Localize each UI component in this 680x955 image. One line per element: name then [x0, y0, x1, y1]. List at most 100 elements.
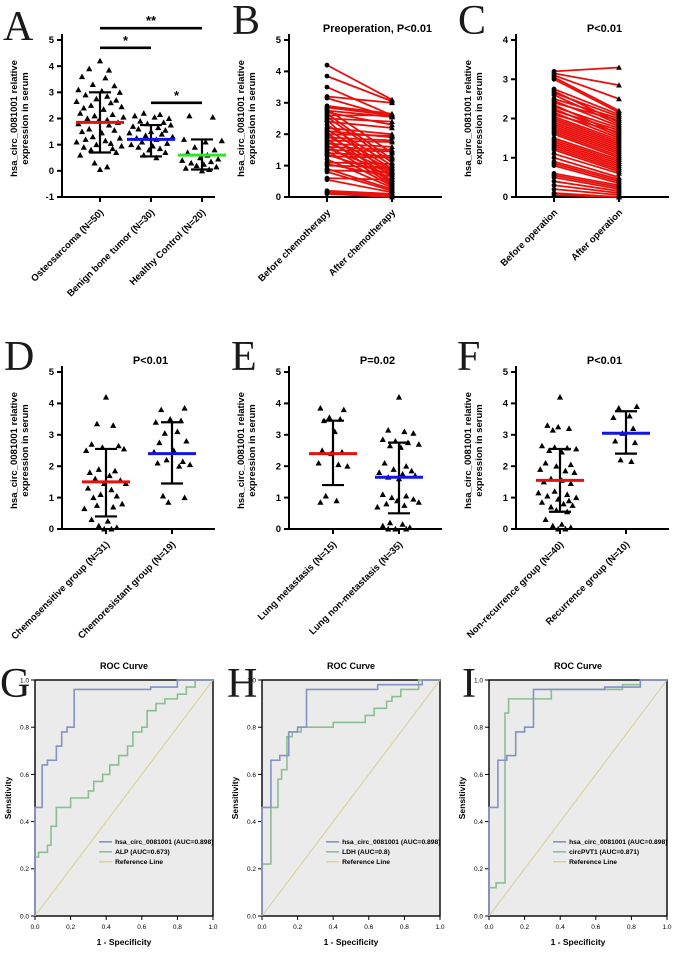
svg-text:0.8: 0.8 — [173, 924, 182, 931]
svg-text:Before chemotherapy: Before chemotherapy — [256, 207, 333, 284]
svg-text:circPVT1 (AUC=0.871): circPVT1 (AUC=0.871) — [569, 849, 639, 856]
svg-text:0.4: 0.4 — [556, 924, 565, 931]
svg-text:2: 2 — [49, 114, 54, 125]
svg-text:4: 4 — [49, 399, 55, 410]
svg-text:0.4: 0.4 — [20, 819, 29, 826]
svg-text:Before operation: Before operation — [499, 207, 561, 269]
svg-text:Reference Line: Reference Line — [342, 859, 390, 866]
panel-E: E 0 1 2 3 4 5 hsa_circ_0081001 relativeexpress… — [227, 332, 453, 655]
svg-text:1.0: 1.0 — [435, 924, 444, 931]
svg-text:0.2: 0.2 — [293, 924, 302, 931]
svg-text:hsa_circ_0081001 relativeexpre: hsa_circ_0081001 relativeexpression in s… — [236, 60, 258, 177]
svg-text:ROC Curve: ROC Curve — [554, 661, 602, 671]
svg-text:0: 0 — [49, 524, 54, 535]
svg-text:0.8: 0.8 — [20, 725, 29, 732]
svg-text:Sensitivity: Sensitivity — [457, 776, 467, 819]
panel-D-chart: 0 1 2 3 4 5 hsa_circ_0081001 relativeexpressio… — [9, 355, 215, 642]
panel-letter-I: I — [462, 661, 476, 707]
svg-text:0: 0 — [503, 192, 508, 203]
panel-A: A -1 0 1 2 3 4 5 hsa_circ_0081001 relativeexpre… — [0, 0, 226, 332]
svg-text:5: 5 — [276, 367, 282, 378]
svg-text:hsa_circ_0081001 (AUC=0.898): hsa_circ_0081001 (AUC=0.898) — [569, 839, 667, 846]
panel-letter-G: G — [0, 661, 31, 707]
svg-text:hsa_circ_0081001 relativeexpre: hsa_circ_0081001 relativeexpression in s… — [463, 60, 485, 177]
svg-text:Reference Line: Reference Line — [115, 859, 163, 866]
svg-text:**: ** — [146, 13, 157, 28]
svg-text:LDH (AUC=0.8): LDH (AUC=0.8) — [342, 849, 390, 856]
svg-text:1.0: 1.0 — [662, 924, 671, 931]
svg-text:Benign bone tumor (N=30): Benign bone tumor (N=30) — [65, 207, 157, 299]
svg-text:1 - Specificity: 1 - Specificity — [97, 937, 152, 947]
svg-text:P=0.02: P=0.02 — [360, 355, 395, 367]
svg-text:0.2: 0.2 — [247, 866, 256, 873]
svg-text:hsa_circ_0081001 (AUC=0.898): hsa_circ_0081001 (AUC=0.898) — [342, 839, 440, 846]
svg-text:0.6: 0.6 — [474, 772, 483, 779]
svg-text:P<0.01: P<0.01 — [133, 355, 168, 367]
svg-text:hsa_circ_0081001 relativeexpre: hsa_circ_0081001 relativeexpression in s… — [9, 60, 31, 177]
svg-text:0.6: 0.6 — [20, 772, 29, 779]
svg-text:0.6: 0.6 — [591, 924, 600, 931]
panel-C-chart: 0 1 2 3 4 hsa_circ_0081001 relativeexpression… — [463, 23, 669, 269]
svg-text:Sensitivity: Sensitivity — [230, 776, 240, 819]
panel-H-chart: ROC Curve 0.0 0.2 0.4 0.6 0.8 1.0 0.0 0.2 0.4 0.6 0… — [230, 661, 445, 947]
svg-text:1: 1 — [49, 140, 55, 151]
svg-text:1: 1 — [49, 493, 55, 504]
svg-text:0.8: 0.8 — [400, 924, 409, 931]
svg-text:3: 3 — [276, 98, 281, 109]
svg-text:0.6: 0.6 — [137, 924, 146, 931]
svg-text:Preoperation, P<0.01: Preoperation, P<0.01 — [323, 23, 432, 35]
svg-text:0.4: 0.4 — [247, 819, 256, 826]
panel-F-chart: 0 1 2 3 4 5 hsa_circ_0081001 relativeexpressio… — [463, 355, 669, 641]
panel-B: B 0 1 2 3 4 5 hsa_circ_0081001 relativeexpress… — [227, 0, 453, 332]
svg-text:0.0: 0.0 — [20, 913, 29, 920]
svg-text:1 - Specificity: 1 - Specificity — [324, 937, 379, 947]
svg-text:2: 2 — [49, 461, 54, 472]
svg-text:0.8: 0.8 — [247, 725, 256, 732]
svg-text:hsa_circ_0081001 relativeexpre: hsa_circ_0081001 relativeexpression in s… — [463, 392, 485, 509]
svg-text:1 - Specificity: 1 - Specificity — [551, 937, 606, 947]
svg-text:4: 4 — [503, 399, 509, 410]
svg-text:0.2: 0.2 — [20, 866, 29, 873]
svg-text:P<0.01: P<0.01 — [587, 23, 622, 35]
svg-text:5: 5 — [49, 35, 55, 46]
panel-letter-E: E — [231, 334, 257, 380]
panel-D: D 0 1 2 3 4 5 hsa_circ_0081001 relativeexpress… — [0, 332, 226, 655]
svg-text:0.0: 0.0 — [474, 913, 483, 920]
svg-text:ROC Curve: ROC Curve — [100, 661, 148, 671]
svg-text:0.2: 0.2 — [474, 866, 483, 873]
svg-text:0.0: 0.0 — [30, 924, 39, 931]
svg-text:3: 3 — [49, 88, 54, 99]
panel-C: C 0 1 2 3 4 hsa_circ_0081001 relativeexpressi… — [454, 0, 680, 332]
svg-text:0: 0 — [276, 524, 281, 535]
panel-F: F 0 1 2 3 4 5 hsa_circ_0081001 relativeexpress… — [454, 332, 680, 655]
panel-letter-B: B — [232, 0, 261, 44]
panel-I: I ROC Curve 0.0 0.2 0.4 0.6 0.8 1.0 0.0 0.2 0.4 0.… — [454, 655, 680, 955]
svg-text:0.2: 0.2 — [66, 924, 75, 931]
panel-letter-H: H — [227, 661, 258, 707]
svg-text:After chemotherapy: After chemotherapy — [327, 207, 399, 279]
svg-text:0.8: 0.8 — [627, 924, 636, 931]
panel-G: G ROC Curve 0.0 0.2 0.4 0.6 0.8 1.0 0.0 0.2 0.4 0.… — [0, 655, 226, 955]
svg-text:*: * — [123, 33, 129, 48]
svg-text:3: 3 — [276, 430, 281, 441]
svg-text:ROC Curve: ROC Curve — [327, 661, 375, 671]
svg-text:0.4: 0.4 — [102, 924, 111, 931]
svg-text:1.0: 1.0 — [208, 924, 217, 931]
panel-letter-F: F — [457, 334, 481, 380]
svg-text:0.0: 0.0 — [484, 924, 493, 931]
svg-text:0.0: 0.0 — [247, 913, 256, 920]
svg-text:5: 5 — [49, 367, 55, 378]
svg-text:1: 1 — [503, 153, 509, 164]
svg-text:Sensitivity: Sensitivity — [3, 776, 13, 819]
svg-text:0.4: 0.4 — [329, 924, 338, 931]
svg-text:hsa_circ_0081001 (AUC=0.898): hsa_circ_0081001 (AUC=0.898) — [115, 839, 213, 846]
svg-text:2: 2 — [276, 129, 281, 140]
svg-text:4: 4 — [276, 399, 282, 410]
svg-text:*: * — [174, 88, 180, 103]
svg-text:4: 4 — [276, 67, 282, 78]
svg-text:0.0: 0.0 — [257, 924, 266, 931]
svg-text:0: 0 — [276, 192, 281, 203]
svg-text:4: 4 — [503, 35, 509, 46]
svg-text:Reference Line: Reference Line — [569, 859, 617, 866]
